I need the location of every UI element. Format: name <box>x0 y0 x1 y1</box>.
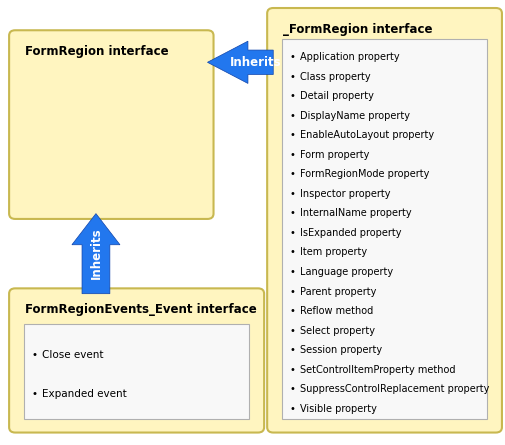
Text: Detail property: Detail property <box>299 91 373 101</box>
Text: •: • <box>32 388 38 399</box>
Text: Reflow method: Reflow method <box>299 306 373 316</box>
Text: •: • <box>289 150 295 160</box>
Text: •: • <box>289 130 295 141</box>
Text: •: • <box>289 306 295 316</box>
Text: Visible property: Visible property <box>299 404 376 413</box>
Text: •: • <box>289 170 295 179</box>
Text: _FormRegion interface: _FormRegion interface <box>283 23 432 36</box>
Text: Inspector property: Inspector property <box>299 189 390 199</box>
Text: EnableAutoLayout property: EnableAutoLayout property <box>299 130 433 141</box>
Text: •: • <box>289 404 295 413</box>
Text: •: • <box>289 384 295 394</box>
Text: SuppressControlReplacement property: SuppressControlReplacement property <box>299 384 488 394</box>
Text: FormRegionMode property: FormRegionMode property <box>299 170 429 179</box>
Text: DisplayName property: DisplayName property <box>299 111 409 121</box>
Text: Parent property: Parent property <box>299 287 376 296</box>
Text: Session property: Session property <box>299 345 381 355</box>
Text: FormRegion interface: FormRegion interface <box>25 45 169 58</box>
Text: SetControlItemProperty method: SetControlItemProperty method <box>299 364 454 375</box>
Text: •: • <box>289 111 295 121</box>
Text: Close event: Close event <box>42 350 104 360</box>
Text: •: • <box>289 247 295 258</box>
Text: •: • <box>289 91 295 101</box>
Text: Inherits: Inherits <box>89 228 102 279</box>
Text: Expanded event: Expanded event <box>42 388 126 399</box>
FancyBboxPatch shape <box>9 30 213 219</box>
Text: FormRegionEvents_Event interface: FormRegionEvents_Event interface <box>25 303 257 316</box>
Text: •: • <box>289 189 295 199</box>
Text: InternalName property: InternalName property <box>299 208 411 218</box>
Text: •: • <box>289 208 295 218</box>
FancyBboxPatch shape <box>267 8 501 433</box>
Text: •: • <box>289 72 295 82</box>
Polygon shape <box>207 41 273 83</box>
FancyBboxPatch shape <box>24 324 248 419</box>
Text: •: • <box>289 364 295 375</box>
Text: •: • <box>289 53 295 62</box>
Text: •: • <box>32 350 38 360</box>
Text: •: • <box>289 228 295 238</box>
Text: •: • <box>289 326 295 336</box>
Text: Inherits: Inherits <box>229 56 281 69</box>
Text: •: • <box>289 267 295 277</box>
Text: Item property: Item property <box>299 247 367 258</box>
Text: Application property: Application property <box>299 53 399 62</box>
Text: Form property: Form property <box>299 150 369 160</box>
FancyBboxPatch shape <box>9 288 264 433</box>
Text: Select property: Select property <box>299 326 374 336</box>
Text: IsExpanded property: IsExpanded property <box>299 228 401 238</box>
Text: Class property: Class property <box>299 72 370 82</box>
FancyBboxPatch shape <box>282 39 486 419</box>
Text: Language property: Language property <box>299 267 392 277</box>
Text: •: • <box>289 287 295 296</box>
Text: •: • <box>289 345 295 355</box>
Polygon shape <box>72 214 120 294</box>
